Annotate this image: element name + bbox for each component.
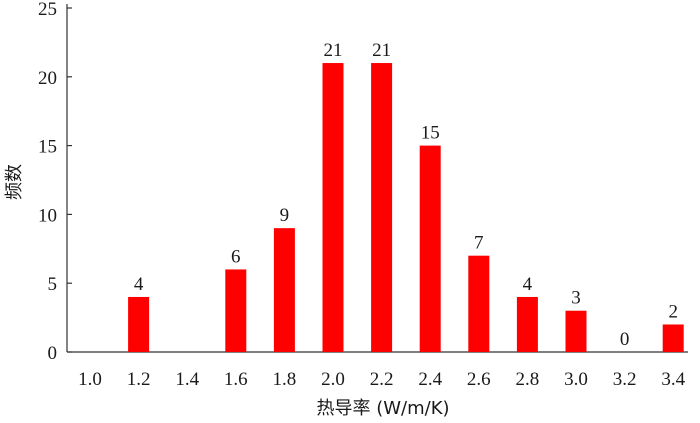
- x-tick-label: 1.2: [127, 369, 151, 390]
- data-label: 9: [280, 205, 290, 226]
- x-tick-label: 2.2: [370, 369, 394, 390]
- y-tick-label: 25: [38, 0, 57, 20]
- data-label: 7: [474, 233, 484, 254]
- data-labels: 4 6 9 21 21 15 7 4 3 0 2: [134, 40, 678, 350]
- data-label: 15: [421, 123, 440, 144]
- bar-1.2: [128, 296, 150, 352]
- y-axis-title: 频数: [4, 164, 25, 200]
- bar-3.4: [662, 324, 684, 352]
- data-label: 4: [523, 274, 533, 295]
- data-label: 3: [571, 288, 581, 309]
- x-tick-label: 3.4: [661, 369, 685, 390]
- bar-2.6: [468, 255, 490, 352]
- y-tick-label: 20: [38, 68, 57, 89]
- data-label: 0: [620, 329, 630, 350]
- y-tick-label: 5: [48, 274, 58, 295]
- x-tick-label: 1.8: [273, 369, 297, 390]
- data-label: 6: [231, 246, 241, 267]
- x-tick-label: 2.4: [418, 369, 442, 390]
- x-tick-label: 2.0: [321, 369, 345, 390]
- bar-3.0: [565, 310, 587, 352]
- data-label: 4: [134, 274, 144, 295]
- y-tick-label: 10: [38, 205, 57, 226]
- x-axis-title: 热导率 (W/m/K): [316, 398, 449, 419]
- data-label: 21: [372, 40, 391, 61]
- y-tick-label: 15: [38, 137, 57, 158]
- x-tick-label: 3.0: [564, 369, 588, 390]
- x-tick-label: 2.6: [467, 369, 491, 390]
- bar-2.8: [516, 296, 538, 352]
- bar-2.0: [322, 63, 344, 352]
- x-tick-label: 1.0: [78, 369, 102, 390]
- x-tick-label: 3.2: [613, 369, 637, 390]
- bar-2.2: [371, 63, 393, 352]
- bar-1.8: [273, 228, 295, 352]
- x-tick-label: 2.8: [516, 369, 540, 390]
- data-label: 2: [668, 301, 678, 322]
- bars: [128, 63, 684, 352]
- x-tick-label: 1.4: [175, 369, 199, 390]
- data-label: 21: [324, 40, 343, 61]
- x-tick-label: 1.6: [224, 369, 248, 390]
- y-tick-label: 0: [48, 343, 58, 364]
- bar-2.4: [419, 145, 441, 352]
- bar-1.6: [225, 269, 247, 352]
